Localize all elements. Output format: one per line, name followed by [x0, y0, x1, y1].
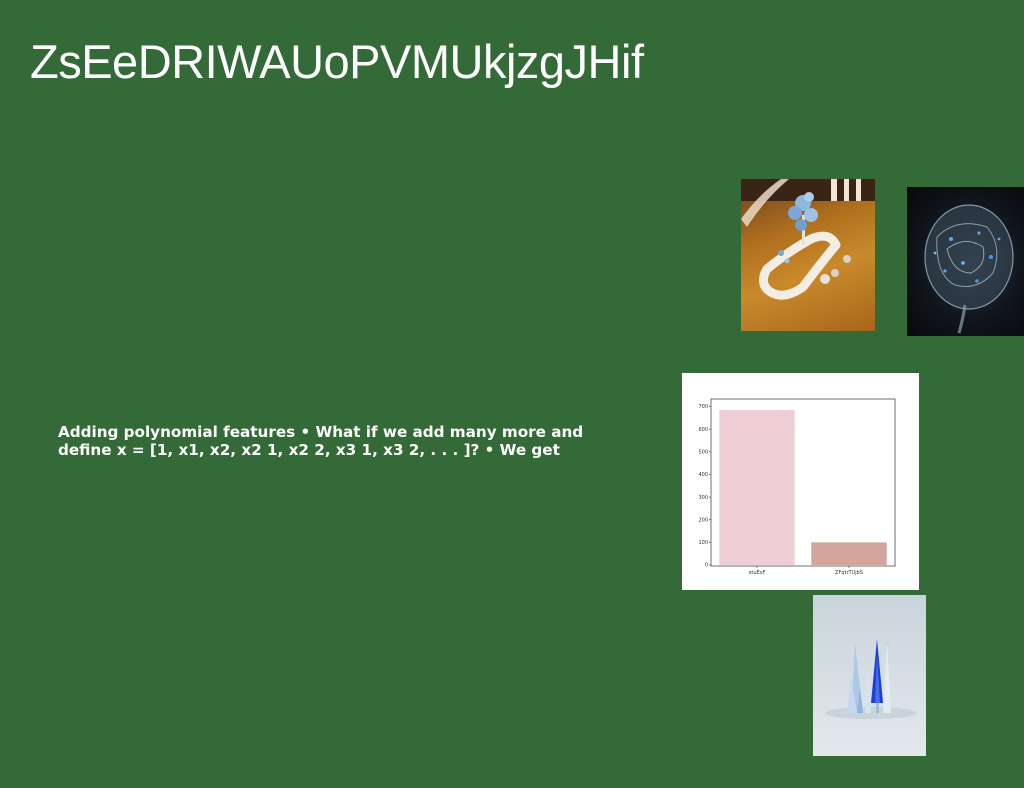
bar-chart-image: 0 100 200 300 400 500 600 700 xtuExF ZFqtrTUjbS: [682, 373, 919, 590]
tree-model-image: [741, 179, 875, 331]
plot-frame: [710, 398, 896, 567]
slide-title: ZsEeDRIWAUoPVMUkjzgJHif: [30, 35, 644, 88]
bar-1: [811, 542, 887, 565]
bar-chart: 0 100 200 300 400 500 600 700 xtuExF ZFqtrTUjbS: [698, 398, 896, 576]
brain-image: [907, 187, 1024, 336]
slide-body-text: Adding polynomial features • What if we …: [58, 423, 584, 459]
x-category-label: ZFqtrTUjbS: [835, 570, 863, 576]
glass-figures-image: [813, 595, 926, 756]
bar-0: [719, 409, 795, 565]
y-tick-label: 300: [698, 495, 708, 501]
y-tick-label: 100: [698, 540, 708, 546]
y-tick-label: 400: [698, 472, 708, 478]
x-category-label: xtuExF: [748, 570, 765, 576]
y-tick-label: 600: [698, 427, 708, 433]
y-tick-label: 700: [698, 404, 708, 410]
y-tick-label: 0: [705, 563, 708, 569]
y-tick-label: 500: [698, 450, 708, 456]
y-tick-label: 200: [698, 517, 708, 523]
